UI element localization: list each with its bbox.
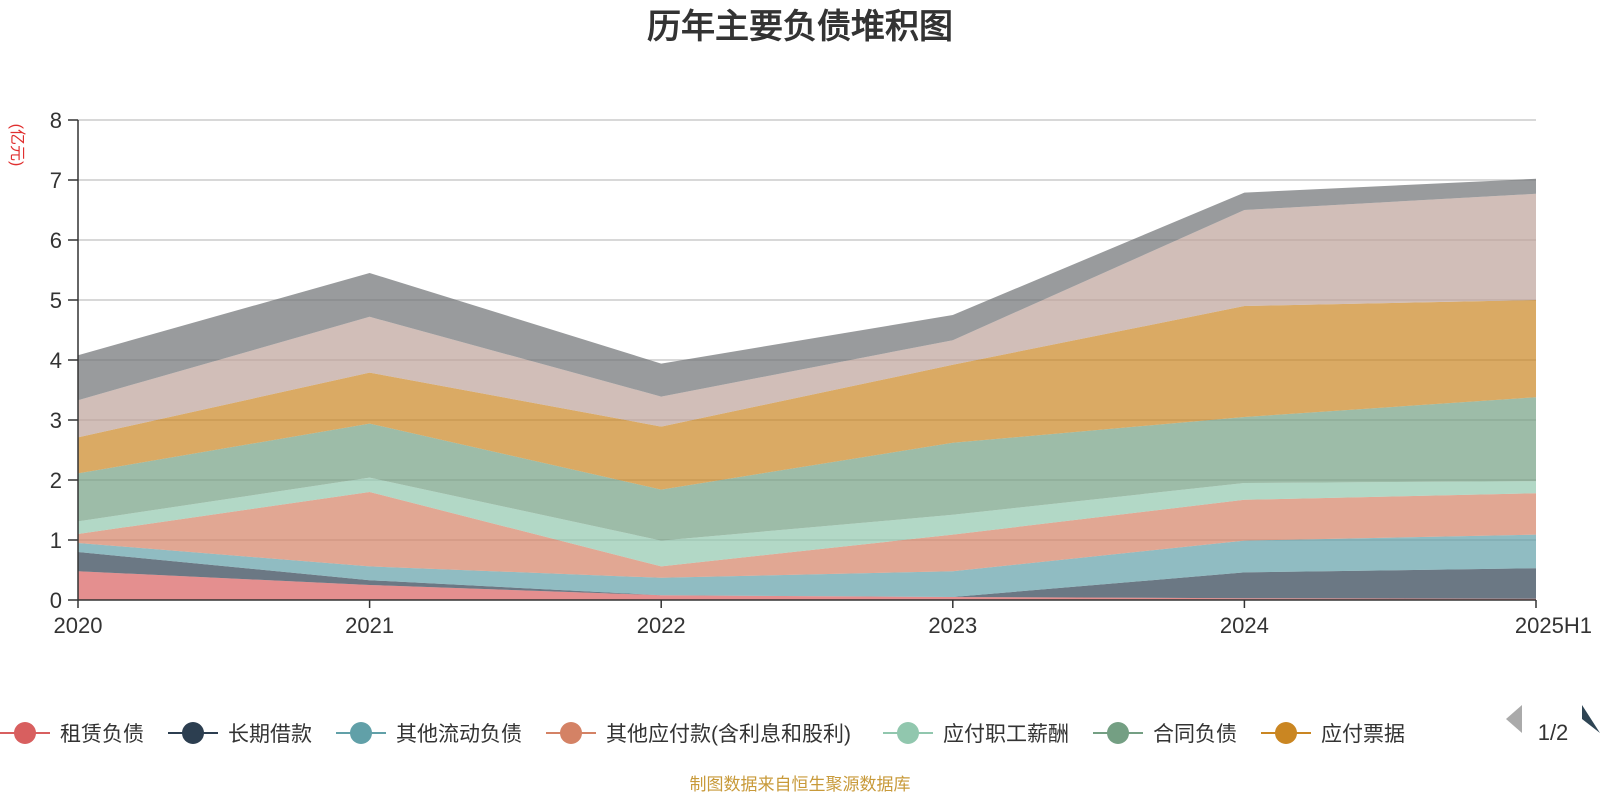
area-series-3	[78, 492, 1536, 578]
legend-label: 其他流动负债	[396, 723, 522, 746]
legend-label: 长期借款	[228, 723, 312, 746]
area-series-1	[78, 552, 1536, 599]
legend-item[interactable]: 其他流动负债	[336, 722, 522, 746]
y-tick-label: 0	[50, 588, 62, 613]
y-tick-label: 7	[50, 168, 62, 193]
y-tick-label: 8	[50, 108, 62, 133]
x-tick-label: 2024	[1220, 613, 1269, 638]
legend-label: 其他应付款(含利息和股利)	[606, 723, 851, 746]
y-tick-label: 5	[50, 288, 62, 313]
legend-item[interactable]: 租赁负债	[0, 722, 144, 746]
legend-prev-arrow-icon[interactable]	[1506, 705, 1522, 733]
legend-item[interactable]: 合同负债	[1093, 722, 1237, 746]
legend-marker-icon	[1107, 722, 1129, 744]
x-tick-label: 2025H1	[1515, 613, 1592, 638]
chart-title: 历年主要负债堆积图	[647, 8, 953, 46]
legend-item[interactable]: 长期借款	[168, 722, 312, 746]
legend-pager: 1/2	[1506, 705, 1600, 745]
legend-item[interactable]: 应付职工薪酬	[883, 722, 1069, 746]
legend-items: 租赁负债 长期借款 其他流动负债 其他应付款(含利息和股利) 应付职工薪酬 合同负债 应付票…	[0, 722, 1405, 746]
y-tick-label: 1	[50, 528, 62, 553]
y-tick-label: 2	[50, 468, 62, 493]
y-axis-unit-label: (亿元)	[8, 124, 26, 167]
legend-label: 租赁负债	[60, 723, 144, 746]
legend-label: 应付职工薪酬	[943, 723, 1069, 746]
y-tick-label: 4	[50, 348, 62, 373]
legend-marker-icon	[350, 722, 372, 744]
area-series-5	[78, 397, 1536, 541]
area-series-group	[78, 178, 1536, 600]
area-series-8	[78, 178, 1536, 401]
source-note: 制图数据来自恒生聚源数据库	[690, 775, 911, 794]
area-series-7	[78, 193, 1536, 438]
x-tick-label: 2023	[928, 613, 977, 638]
legend-marker-icon	[897, 722, 919, 744]
legend: 租赁负债 长期借款 其他流动负债 其他应付款(含利息和股利) 应付职工薪酬 合同负债 应付票…	[0, 722, 1405, 746]
axes: 0 1 2 3 4 5 6 7 8 2020 2021 2022 2023 2024 2025H1	[50, 108, 1592, 638]
area-series-0	[78, 571, 1536, 600]
area-series-6	[78, 300, 1536, 490]
legend-next-arrow-icon[interactable]	[1582, 705, 1600, 733]
legend-item[interactable]: 应付票据	[1261, 722, 1405, 746]
legend-item[interactable]: 其他应付款(含利息和股利)	[546, 722, 851, 746]
legend-marker-icon	[560, 722, 582, 744]
legend-marker-icon	[14, 722, 36, 744]
legend-page-indicator: 1/2	[1538, 720, 1569, 745]
x-tick-label: 2021	[345, 613, 394, 638]
x-tick-label: 2022	[637, 613, 686, 638]
x-tick-label: 2020	[54, 613, 103, 638]
area-series-2	[78, 534, 1536, 597]
y-tick-label: 6	[50, 228, 62, 253]
legend-marker-icon	[1275, 722, 1297, 744]
area-series-4	[78, 477, 1536, 567]
legend-label: 应付票据	[1321, 723, 1405, 746]
y-tick-label: 3	[50, 408, 62, 433]
legend-label: 合同负债	[1153, 723, 1237, 746]
legend-marker-icon	[182, 722, 204, 744]
